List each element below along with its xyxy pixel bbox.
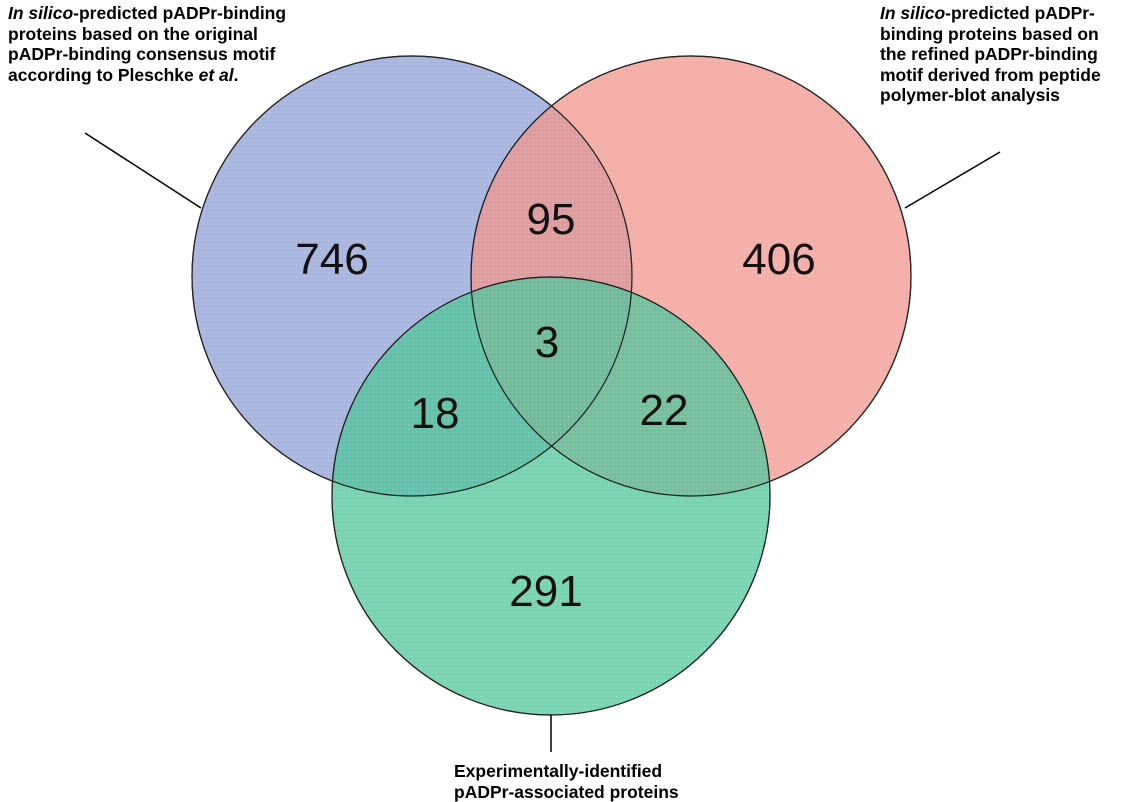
label-experimental-line2: pADPr-associated proteins <box>454 781 679 802</box>
label-original-motif-em2: et al <box>198 64 234 85</box>
label-experimental-line1: Experimentally-identified <box>454 761 663 781</box>
label-refined-motif-em: In silico <box>880 3 946 23</box>
count-original-experimental: 18 <box>411 389 460 438</box>
leader-line-refined-motif <box>904 151 1001 209</box>
label-original-motif-tail: . <box>233 64 239 85</box>
leader-line-original-motif <box>84 132 202 209</box>
label-experimental: Experimentally-identified pADPr-associat… <box>454 761 694 802</box>
label-refined-motif: In silico-predicted pADPr-binding protei… <box>880 3 1125 106</box>
count-original-refined: 95 <box>527 195 576 244</box>
count-refined-experimental: 22 <box>640 386 689 435</box>
label-original-motif-text: -predicted pADPr-binding proteins based … <box>8 3 287 85</box>
label-original-motif: In silico-predicted pADPr-binding protei… <box>8 3 298 85</box>
count-only-refined: 406 <box>742 235 815 284</box>
count-all-three: 3 <box>535 318 559 367</box>
label-original-motif-em: In silico <box>8 3 74 23</box>
count-only-original: 746 <box>295 235 368 284</box>
label-refined-motif-text: -predicted pADPr-binding proteins based … <box>880 3 1101 105</box>
count-only-experimental: 291 <box>509 567 582 616</box>
